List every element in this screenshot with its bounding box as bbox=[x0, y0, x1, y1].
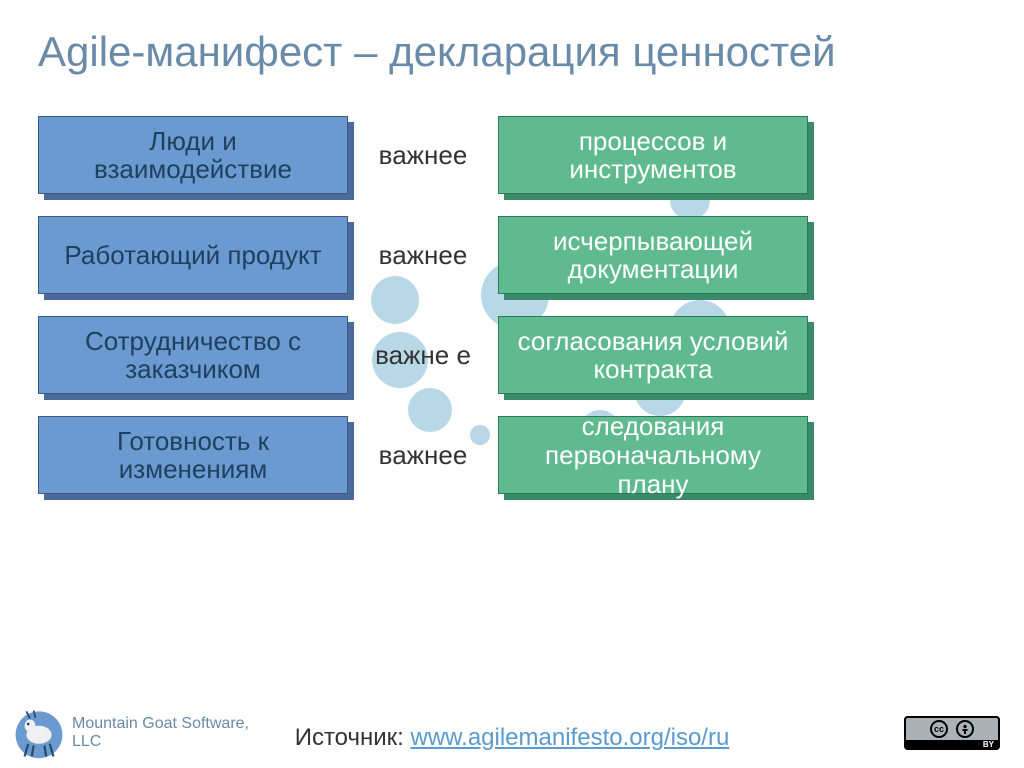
value-right-text: следования первоначальному плану bbox=[509, 412, 797, 498]
cc-icon: cc bbox=[930, 720, 948, 738]
value-row: Работающий продукт важнее исчерпывающей … bbox=[38, 216, 986, 294]
cc-label: BY bbox=[904, 740, 1000, 750]
value-right-text: исчерпывающей документации bbox=[509, 227, 797, 284]
value-left-text: Люди и взаимодействие bbox=[49, 127, 337, 184]
source-link[interactable]: www.agilemanifesto.org/iso/ru bbox=[410, 724, 729, 751]
connector-word: важнее bbox=[348, 142, 498, 168]
value-box-left: Сотрудничество с заказчиком bbox=[38, 316, 348, 394]
slide-title: Agile-манифест – декларация ценностей bbox=[38, 28, 986, 76]
value-box-left: Готовность к изменениям bbox=[38, 416, 348, 494]
cc-by-badge: cc BY bbox=[904, 716, 1000, 750]
value-box-right: следования первоначальному плану bbox=[498, 416, 808, 494]
value-box-right: исчерпывающей документации bbox=[498, 216, 808, 294]
value-box-right: согласования условий контракта bbox=[498, 316, 808, 394]
value-row: Готовность к изменениям важнее следовани… bbox=[38, 416, 986, 494]
value-box-right: процессов и инструментов bbox=[498, 116, 808, 194]
value-box-left: Работающий продукт bbox=[38, 216, 348, 294]
value-box-left: Люди и взаимодействие bbox=[38, 116, 348, 194]
value-left-text: Сотрудничество с заказчиком bbox=[49, 327, 337, 384]
company-name: Mountain Goat Software, LLC bbox=[72, 715, 252, 750]
slide: Agile-манифест – декларация ценностей Лю… bbox=[0, 0, 1024, 768]
goat-logo-icon bbox=[12, 706, 66, 760]
value-right-text: процессов и инструментов bbox=[509, 127, 797, 184]
value-right-text: согласования условий контракта bbox=[509, 327, 797, 384]
attribution-icon bbox=[956, 720, 974, 738]
company-logo-area: Mountain Goat Software, LLC bbox=[12, 706, 252, 760]
connector-word: важнее bbox=[348, 442, 498, 468]
value-row: Люди и взаимодействие важнее процессов и… bbox=[38, 116, 986, 194]
value-row: Сотрудничество с заказчиком важне е согл… bbox=[38, 316, 986, 394]
connector-word: важне е bbox=[348, 342, 498, 368]
value-left-text: Работающий продукт bbox=[64, 241, 321, 270]
value-left-text: Готовность к изменениям bbox=[49, 427, 337, 484]
values-grid: Люди и взаимодействие важнее процессов и… bbox=[38, 116, 986, 494]
connector-word: важнее bbox=[348, 242, 498, 268]
source-label: Источник: bbox=[295, 724, 411, 751]
